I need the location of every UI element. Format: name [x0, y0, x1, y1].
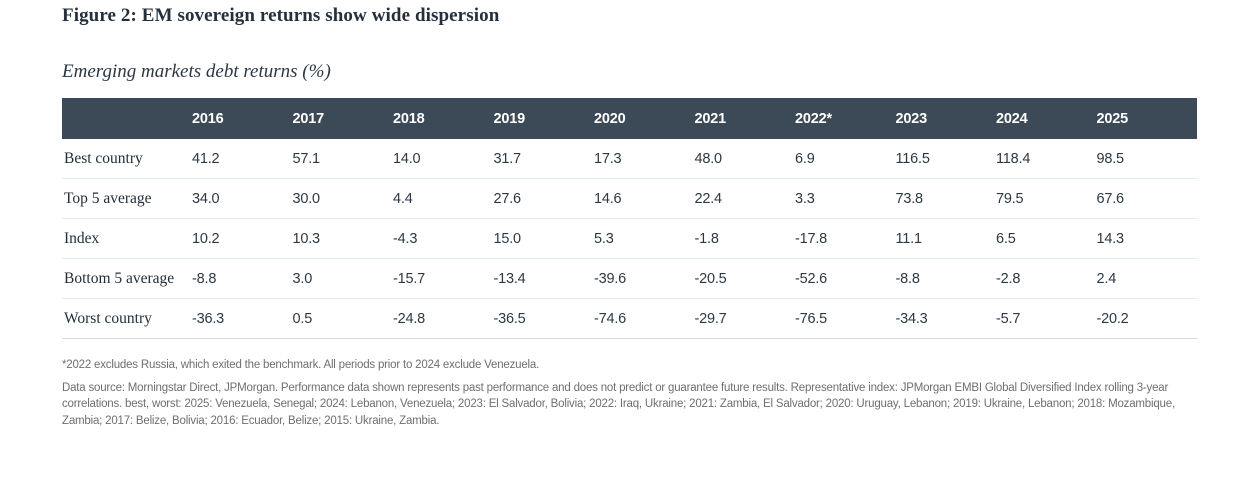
- value-cell: 10.3: [292, 218, 393, 259]
- figure-subtitle: Emerging markets debt returns (%): [62, 61, 331, 82]
- value-cell: -2.8: [996, 258, 1097, 299]
- value-cell: 41.2: [192, 139, 293, 179]
- value-cell: 118.4: [996, 139, 1097, 179]
- year-column-header: 2025: [1096, 98, 1197, 139]
- value-cell: -20.2: [1096, 298, 1197, 339]
- year-column-header: 2023: [895, 98, 996, 139]
- row-label-column-header: [62, 98, 192, 139]
- year-column-header: 2018: [393, 98, 494, 139]
- row-label: Bottom 5 average: [62, 258, 192, 299]
- value-cell: -13.4: [493, 258, 594, 299]
- value-cell: -1.8: [694, 218, 795, 259]
- value-cell: 14.3: [1096, 218, 1197, 259]
- value-cell: -74.6: [594, 298, 695, 339]
- row-label: Worst country: [62, 298, 192, 339]
- footnotes: *2022 excludes Russia, which exited the …: [62, 357, 1197, 429]
- value-cell: 31.7: [493, 139, 594, 179]
- value-cell: -29.7: [694, 298, 795, 339]
- value-cell: 6.9: [795, 139, 896, 179]
- table-row: Worst country -36.3 0.5 -24.8 -36.5 -74.6 -29.…: [62, 298, 1197, 339]
- value-cell: -52.6: [795, 258, 896, 299]
- value-cell: 14.6: [594, 178, 695, 219]
- value-cell: 2.4: [1096, 258, 1197, 299]
- value-cell: -8.8: [192, 258, 293, 299]
- value-cell: 116.5: [895, 139, 996, 179]
- year-column-header: 2017: [292, 98, 393, 139]
- value-cell: 6.5: [996, 218, 1097, 259]
- year-column-header: 2019: [493, 98, 594, 139]
- value-cell: 3.0: [292, 258, 393, 299]
- value-cell: -24.8: [393, 298, 494, 339]
- value-cell: -20.5: [694, 258, 795, 299]
- value-cell: 67.6: [1096, 178, 1197, 219]
- table-row: Index 10.2 10.3 -4.3 15.0 5.3 -1.8 -17.8 11.1 6.5…: [62, 218, 1197, 259]
- value-cell: 5.3: [594, 218, 695, 259]
- value-cell: 0.5: [292, 298, 393, 339]
- value-cell: 34.0: [192, 178, 293, 219]
- value-cell: -36.3: [192, 298, 293, 339]
- value-cell: 79.5: [996, 178, 1097, 219]
- value-cell: 98.5: [1096, 139, 1197, 179]
- value-cell: -4.3: [393, 218, 494, 259]
- figure-title: Figure 2: EM sovereign returns show wide…: [62, 5, 500, 26]
- value-cell: 4.4: [393, 178, 494, 219]
- value-cell: 15.0: [493, 218, 594, 259]
- row-label: Index: [62, 218, 192, 259]
- em-returns-table: 2016 2017 2018 2019 2020 2021 2022* 2023 2024 202…: [62, 98, 1197, 339]
- value-cell: 14.0: [393, 139, 494, 179]
- row-label: Best country: [62, 139, 192, 179]
- footnote-asterisk-note: *2022 excludes Russia, which exited the …: [62, 359, 540, 371]
- row-label: Top 5 average: [62, 178, 192, 219]
- year-column-header: 2022*: [795, 98, 896, 139]
- value-cell: -36.5: [493, 298, 594, 339]
- value-cell: 11.1: [895, 218, 996, 259]
- value-cell: 10.2: [192, 218, 293, 259]
- year-column-header: 2020: [594, 98, 695, 139]
- table-row: Bottom 5 average -8.8 3.0 -15.7 -13.4 -39.6 -2…: [62, 258, 1197, 299]
- value-cell: 3.3: [795, 178, 896, 219]
- value-cell: 48.0: [694, 139, 795, 179]
- value-cell: 73.8: [895, 178, 996, 219]
- value-cell: -5.7: [996, 298, 1097, 339]
- footnote-data-source: Data source: Morningstar Direct, JPMorga…: [62, 381, 1175, 427]
- table-row: Best country 41.2 57.1 14.0 31.7 17.3 48.0 6.9 1…: [62, 139, 1197, 179]
- value-cell: -15.7: [393, 258, 494, 299]
- figure-content: Figure 2: EM sovereign returns show wide…: [62, 5, 1197, 429]
- table-row: Top 5 average 34.0 30.0 4.4 27.6 14.6 22.4 3.3 7…: [62, 178, 1197, 219]
- year-column-header: 2021: [694, 98, 795, 139]
- value-cell: 27.6: [493, 178, 594, 219]
- year-column-header: 2016: [192, 98, 293, 139]
- value-cell: -76.5: [795, 298, 896, 339]
- value-cell: 22.4: [694, 178, 795, 219]
- value-cell: -17.8: [795, 218, 896, 259]
- value-cell: -8.8: [895, 258, 996, 299]
- year-column-header: 2024: [996, 98, 1097, 139]
- table-header: 2016 2017 2018 2019 2020 2021 2022* 2023 2024 202…: [62, 98, 1197, 139]
- value-cell: -39.6: [594, 258, 695, 299]
- value-cell: -34.3: [895, 298, 996, 339]
- table-body: Best country 41.2 57.1 14.0 31.7 17.3 48.0 6.9 1…: [62, 139, 1197, 339]
- value-cell: 17.3: [594, 139, 695, 179]
- table-header-row: 2016 2017 2018 2019 2020 2021 2022* 2023 2024 202…: [62, 98, 1197, 139]
- value-cell: 30.0: [292, 178, 393, 219]
- value-cell: 57.1: [292, 139, 393, 179]
